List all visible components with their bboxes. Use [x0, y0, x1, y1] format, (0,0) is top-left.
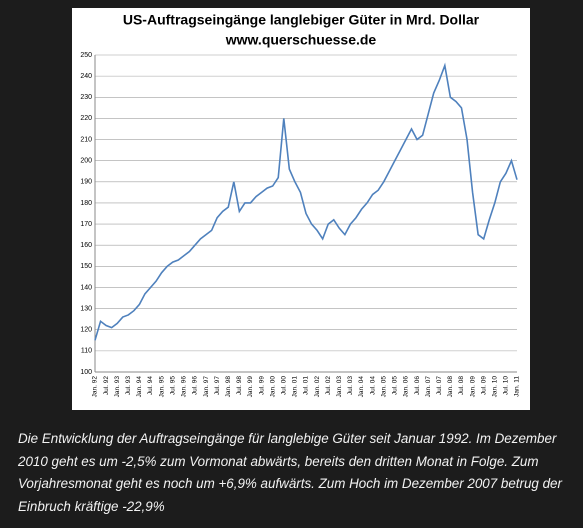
chart-background	[72, 8, 530, 410]
x-tick-label: Jan. 95	[158, 376, 165, 398]
x-tick-label: Jan. 07	[425, 376, 432, 398]
y-tick-label: 190	[80, 179, 92, 186]
x-tick-label: Jul. 10	[503, 376, 510, 396]
x-tick-label: Jan. 96	[181, 376, 188, 398]
x-tick-label: Jan. 98	[225, 376, 232, 398]
chart-title: US-Auftragseingänge langlebiger Güter in…	[123, 12, 480, 28]
x-tick-label: Jan. 08	[447, 376, 454, 398]
y-tick-label: 120	[80, 327, 92, 334]
x-tick-label: Jan. 99	[247, 376, 254, 398]
x-tick-label: Jan. 97	[203, 376, 210, 398]
chart: US-Auftragseingänge langlebiger Güter in…	[72, 8, 530, 410]
x-tick-label: Jul. 01	[303, 376, 310, 396]
x-tick-label: Jan. 11	[514, 376, 521, 397]
x-tick-label: Jan. 04	[358, 376, 365, 398]
x-tick-label: Jan. 02	[314, 376, 321, 398]
x-tick-label: Jul. 00	[281, 376, 288, 396]
caption: Die Entwicklung der Auftragseingänge für…	[18, 431, 562, 514]
x-tick-label: Jan. 09	[469, 376, 476, 398]
x-tick-label: Jul. 93	[125, 376, 132, 396]
x-tick-label: Jul. 96	[192, 376, 199, 396]
y-tick-label: 220	[80, 115, 92, 122]
x-tick-label: Jan. 92	[92, 376, 99, 398]
data-line	[94, 62, 518, 341]
x-tick-label: Jan. 93	[114, 376, 121, 398]
y-tick-label: 110	[81, 348, 92, 355]
x-tick-label: Jul. 04	[369, 376, 376, 396]
x-tick-label: Jul. 92	[103, 376, 110, 396]
x-tick-label: Jul. 07	[436, 376, 443, 396]
x-tick-label: Jul. 09	[480, 376, 487, 396]
x-tick-label: Jan. 00	[269, 376, 276, 398]
x-tick-label: Jul. 95	[169, 376, 176, 396]
y-tick-label: 230	[80, 94, 92, 101]
x-tick-label: Jan. 06	[403, 376, 410, 398]
x-tick-label: Jan. 05	[380, 376, 387, 398]
x-tick-label: Jan. 01	[292, 376, 299, 398]
y-tick-label: 140	[80, 284, 92, 291]
x-tick-label: Jul. 02	[325, 376, 332, 396]
x-tick-label: Jul. 99	[258, 376, 265, 396]
x-tick-label: Jul. 03	[347, 376, 354, 396]
y-tick-label: 130	[80, 305, 92, 312]
x-tick-label: Jul. 98	[236, 376, 243, 396]
chart-subtitle: www.querschuesse.de	[225, 32, 377, 48]
y-tick-label: 170	[80, 221, 92, 228]
y-tick-label: 240	[80, 73, 92, 80]
y-tick-label: 100	[80, 369, 92, 376]
x-tick-label: Jan. 03	[336, 376, 343, 398]
y-tick-label: 210	[80, 136, 92, 143]
y-tick-label: 160	[80, 242, 92, 249]
y-tick-label: 200	[80, 158, 92, 165]
x-tick-label: Jul. 06	[414, 376, 421, 396]
x-tick-label: Jul. 97	[214, 376, 221, 396]
y-tick-label: 150	[80, 263, 92, 270]
y-tick-label: 250	[80, 52, 92, 59]
y-tick-label: 180	[80, 200, 92, 207]
x-tick-label: Jul. 05	[392, 376, 399, 396]
x-tick-label: Jul. 94	[147, 376, 154, 396]
x-tick-label: Jan. 94	[136, 376, 143, 398]
x-tick-label: Jan. 10	[492, 376, 499, 398]
x-tick-label: Jul. 08	[458, 376, 465, 396]
